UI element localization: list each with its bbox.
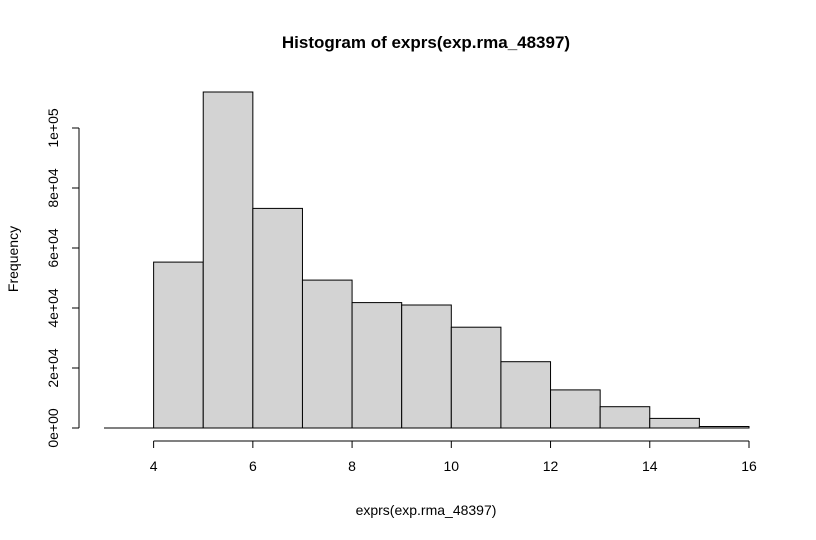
histogram-bar-10 xyxy=(649,417,700,429)
histogram-bar-9 xyxy=(599,406,651,429)
histogram-bar-3 xyxy=(301,279,353,429)
x-axis-label: exprs(exp.rma_48397) xyxy=(356,502,497,518)
histogram-bars xyxy=(104,91,750,429)
x-tick-label-1: 6 xyxy=(249,458,257,474)
y-tick-label-2: 4e+04 xyxy=(45,288,61,328)
y-tick-label-5: 1e+05 xyxy=(45,108,61,148)
histogram-bar-4 xyxy=(351,302,403,429)
histogram-bar-6 xyxy=(450,326,502,429)
y-tick-label-1: 2e+04 xyxy=(45,348,61,388)
x-axis: 4 6 8 10 12 14 16 xyxy=(150,440,757,474)
x-tick-label-3: 10 xyxy=(444,458,460,474)
x-tick-label-4: 12 xyxy=(543,458,559,474)
histogram-bar-5 xyxy=(401,304,452,429)
x-tick-label-0: 4 xyxy=(150,458,158,474)
x-tick-label-2: 8 xyxy=(348,458,356,474)
histogram-bar-1 xyxy=(202,91,254,429)
histogram-bar-8 xyxy=(550,389,601,429)
y-axis: 0e+00 2e+04 4e+04 6e+04 8e+04 1e+05 xyxy=(45,108,80,448)
histogram-bar-7 xyxy=(500,361,552,429)
y-tick-label-4: 8e+04 xyxy=(45,168,61,208)
y-tick-label-3: 6e+04 xyxy=(45,228,61,268)
y-axis-label: Frequency xyxy=(5,226,21,292)
x-tick-label-6: 16 xyxy=(741,458,757,474)
histogram-bar-2 xyxy=(252,207,303,429)
chart-title: Histogram of exprs(exp.rma_48397) xyxy=(282,33,570,52)
histogram-bar-0 xyxy=(153,261,204,429)
y-tick-label-0: 0e+00 xyxy=(45,408,61,448)
x-tick-label-5: 14 xyxy=(642,458,658,474)
